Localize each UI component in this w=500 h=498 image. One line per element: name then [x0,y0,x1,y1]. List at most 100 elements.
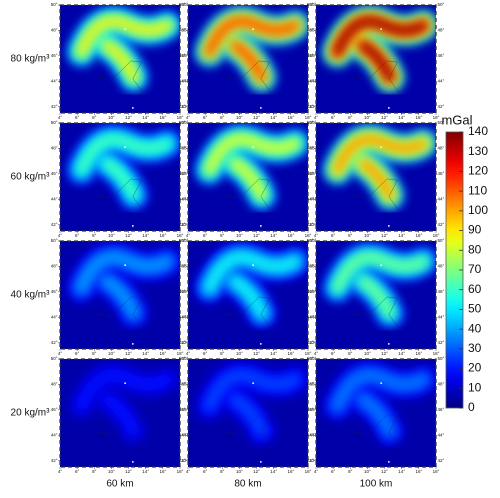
x-tick-label: 10° [108,115,115,120]
x-tick-label: 18° [305,233,312,238]
colorbar-tick-label: 130 [468,144,488,158]
anomaly [322,124,436,227]
x-tick-label: 14° [142,469,149,474]
y-tick-label: 48° [51,264,58,269]
y-tick-label-right: 44° [310,196,317,201]
anomaly [322,6,436,109]
city-dot [124,146,127,149]
x-tick-label: 4° [314,351,319,356]
y-tick-label-right: 44° [438,78,445,83]
anomaly-peak [333,135,427,199]
x-tick-label: 6° [203,233,208,238]
y-tick-label-right: 42° [310,222,317,227]
city-dot [124,382,127,385]
anomaly-peak [333,371,427,435]
x-tick-label: 12° [125,115,132,120]
map-panel: 4° 6° 8° 10° 12° 14° 16° 18° 42° 42° 44° 44° 46° 46° 4… [307,356,445,474]
coastline [222,414,273,449]
y-tick-label-right: 50° [310,238,317,243]
y-tick-label: 44° [179,78,186,83]
x-tick-label: 10° [236,469,243,474]
row-label: 80 kg/m³ [11,54,51,65]
colorbar-tick-label: 100 [468,203,488,217]
anomaly-peak [77,371,171,435]
y-tick-label-right: 50° [438,356,445,361]
y-tick-label: 42° [179,222,186,227]
city-dot [380,264,383,267]
x-tick-label: 8° [348,115,353,120]
x-tick-label: 14° [398,233,405,238]
city-dot [131,461,134,463]
y-tick-label: 50° [307,238,314,243]
colorbar-tick-label: 120 [468,164,488,178]
x-tick-label: 16° [159,351,166,356]
coastline [94,178,145,213]
x-tick-label: 14° [270,469,277,474]
x-tick-label: 16° [287,351,294,356]
map-panel: 4° 6° 8° 10° 12° 14° 16° 18° 42° 42° 44° 44° 46° 46° 4… [51,120,189,238]
anomaly-peak [333,17,427,81]
city-dot [387,461,390,463]
x-tick-label: 12° [381,351,388,356]
y-tick-label: 44° [307,78,314,83]
x-tick-label: 12° [381,469,388,474]
colorbar-tick-label: 30 [468,341,482,355]
y-tick-label: 42° [179,458,186,463]
x-tick-label: 14° [270,233,277,238]
x-tick-label: 14° [142,233,149,238]
y-tick-label-right: 46° [438,171,445,176]
x-tick-label: 18° [305,115,312,120]
y-tick-label: 46° [307,53,314,58]
panel-frame [187,122,309,232]
map-panel: 4° 6° 8° 10° 12° 14° 16° 18° 42° 42° 44° 44° 46° 46° 4… [51,356,189,474]
row-label: 20 kg/m³ [11,408,51,419]
map-panel: 4° 6° 8° 10° 12° 14° 16° 18° 42° 42° 44° 44° 46° 46° 4… [307,238,445,356]
y-tick-label: 44° [307,432,314,437]
y-tick-label-right: 44° [438,314,445,319]
map-panel: 4° 6° 8° 10° 12° 14° 16° 18° 42° 42° 44° 44° 46° 46° 4… [51,2,189,120]
anomaly-peak [205,253,299,317]
y-tick-label-right: 46° [438,407,445,412]
x-tick-label: 4° [314,233,319,238]
y-tick-label-right: 46° [182,171,189,176]
x-tick-label: 16° [415,351,422,356]
x-tick-label: 16° [287,115,294,120]
x-tick-label: 6° [331,469,336,474]
x-tick-label: 16° [287,469,294,474]
y-tick-label-right: 44° [182,432,189,437]
y-tick-label-right: 44° [310,314,317,319]
city-dot [124,264,127,267]
y-tick-label: 46° [307,407,314,412]
y-tick-label-right: 48° [182,28,189,33]
panel-frame [315,240,437,350]
x-tick-label: 4° [186,351,191,356]
colorbar-tick-label: 20 [468,361,482,375]
colorbar-tick-label: 90 [468,223,482,237]
panel-frame [315,122,437,232]
colorbar-tick-label: 70 [468,262,482,276]
y-tick-label: 50° [51,2,58,7]
map-panel: 4° 6° 8° 10° 12° 14° 16° 18° 42° 42° 44° 44° 46° 46° 4… [51,238,189,356]
x-tick-label: 10° [108,351,115,356]
y-tick-label-right: 50° [310,356,317,361]
y-tick-label-right: 48° [310,146,317,151]
y-tick-label-right: 46° [182,53,189,58]
y-tick-label-right: 42° [438,340,445,345]
anomaly-peak [205,135,299,199]
city-dot [131,225,134,227]
x-tick-label: 18° [433,115,440,120]
anomaly-peak [205,17,299,81]
y-tick-label-right: 44° [310,78,317,83]
x-tick-label: 12° [125,233,132,238]
anomaly [66,124,180,227]
city-dot [387,343,390,345]
y-tick-label-right: 50° [182,2,189,7]
coastline [222,296,273,331]
coastline [222,60,273,95]
y-tick-label: 46° [307,171,314,176]
y-tick-label-right: 42° [310,340,317,345]
y-tick-label-right: 50° [182,120,189,125]
colorbar-label: mGal [441,112,472,127]
panel-frame [187,4,309,114]
y-tick-label-right: 46° [310,171,317,176]
